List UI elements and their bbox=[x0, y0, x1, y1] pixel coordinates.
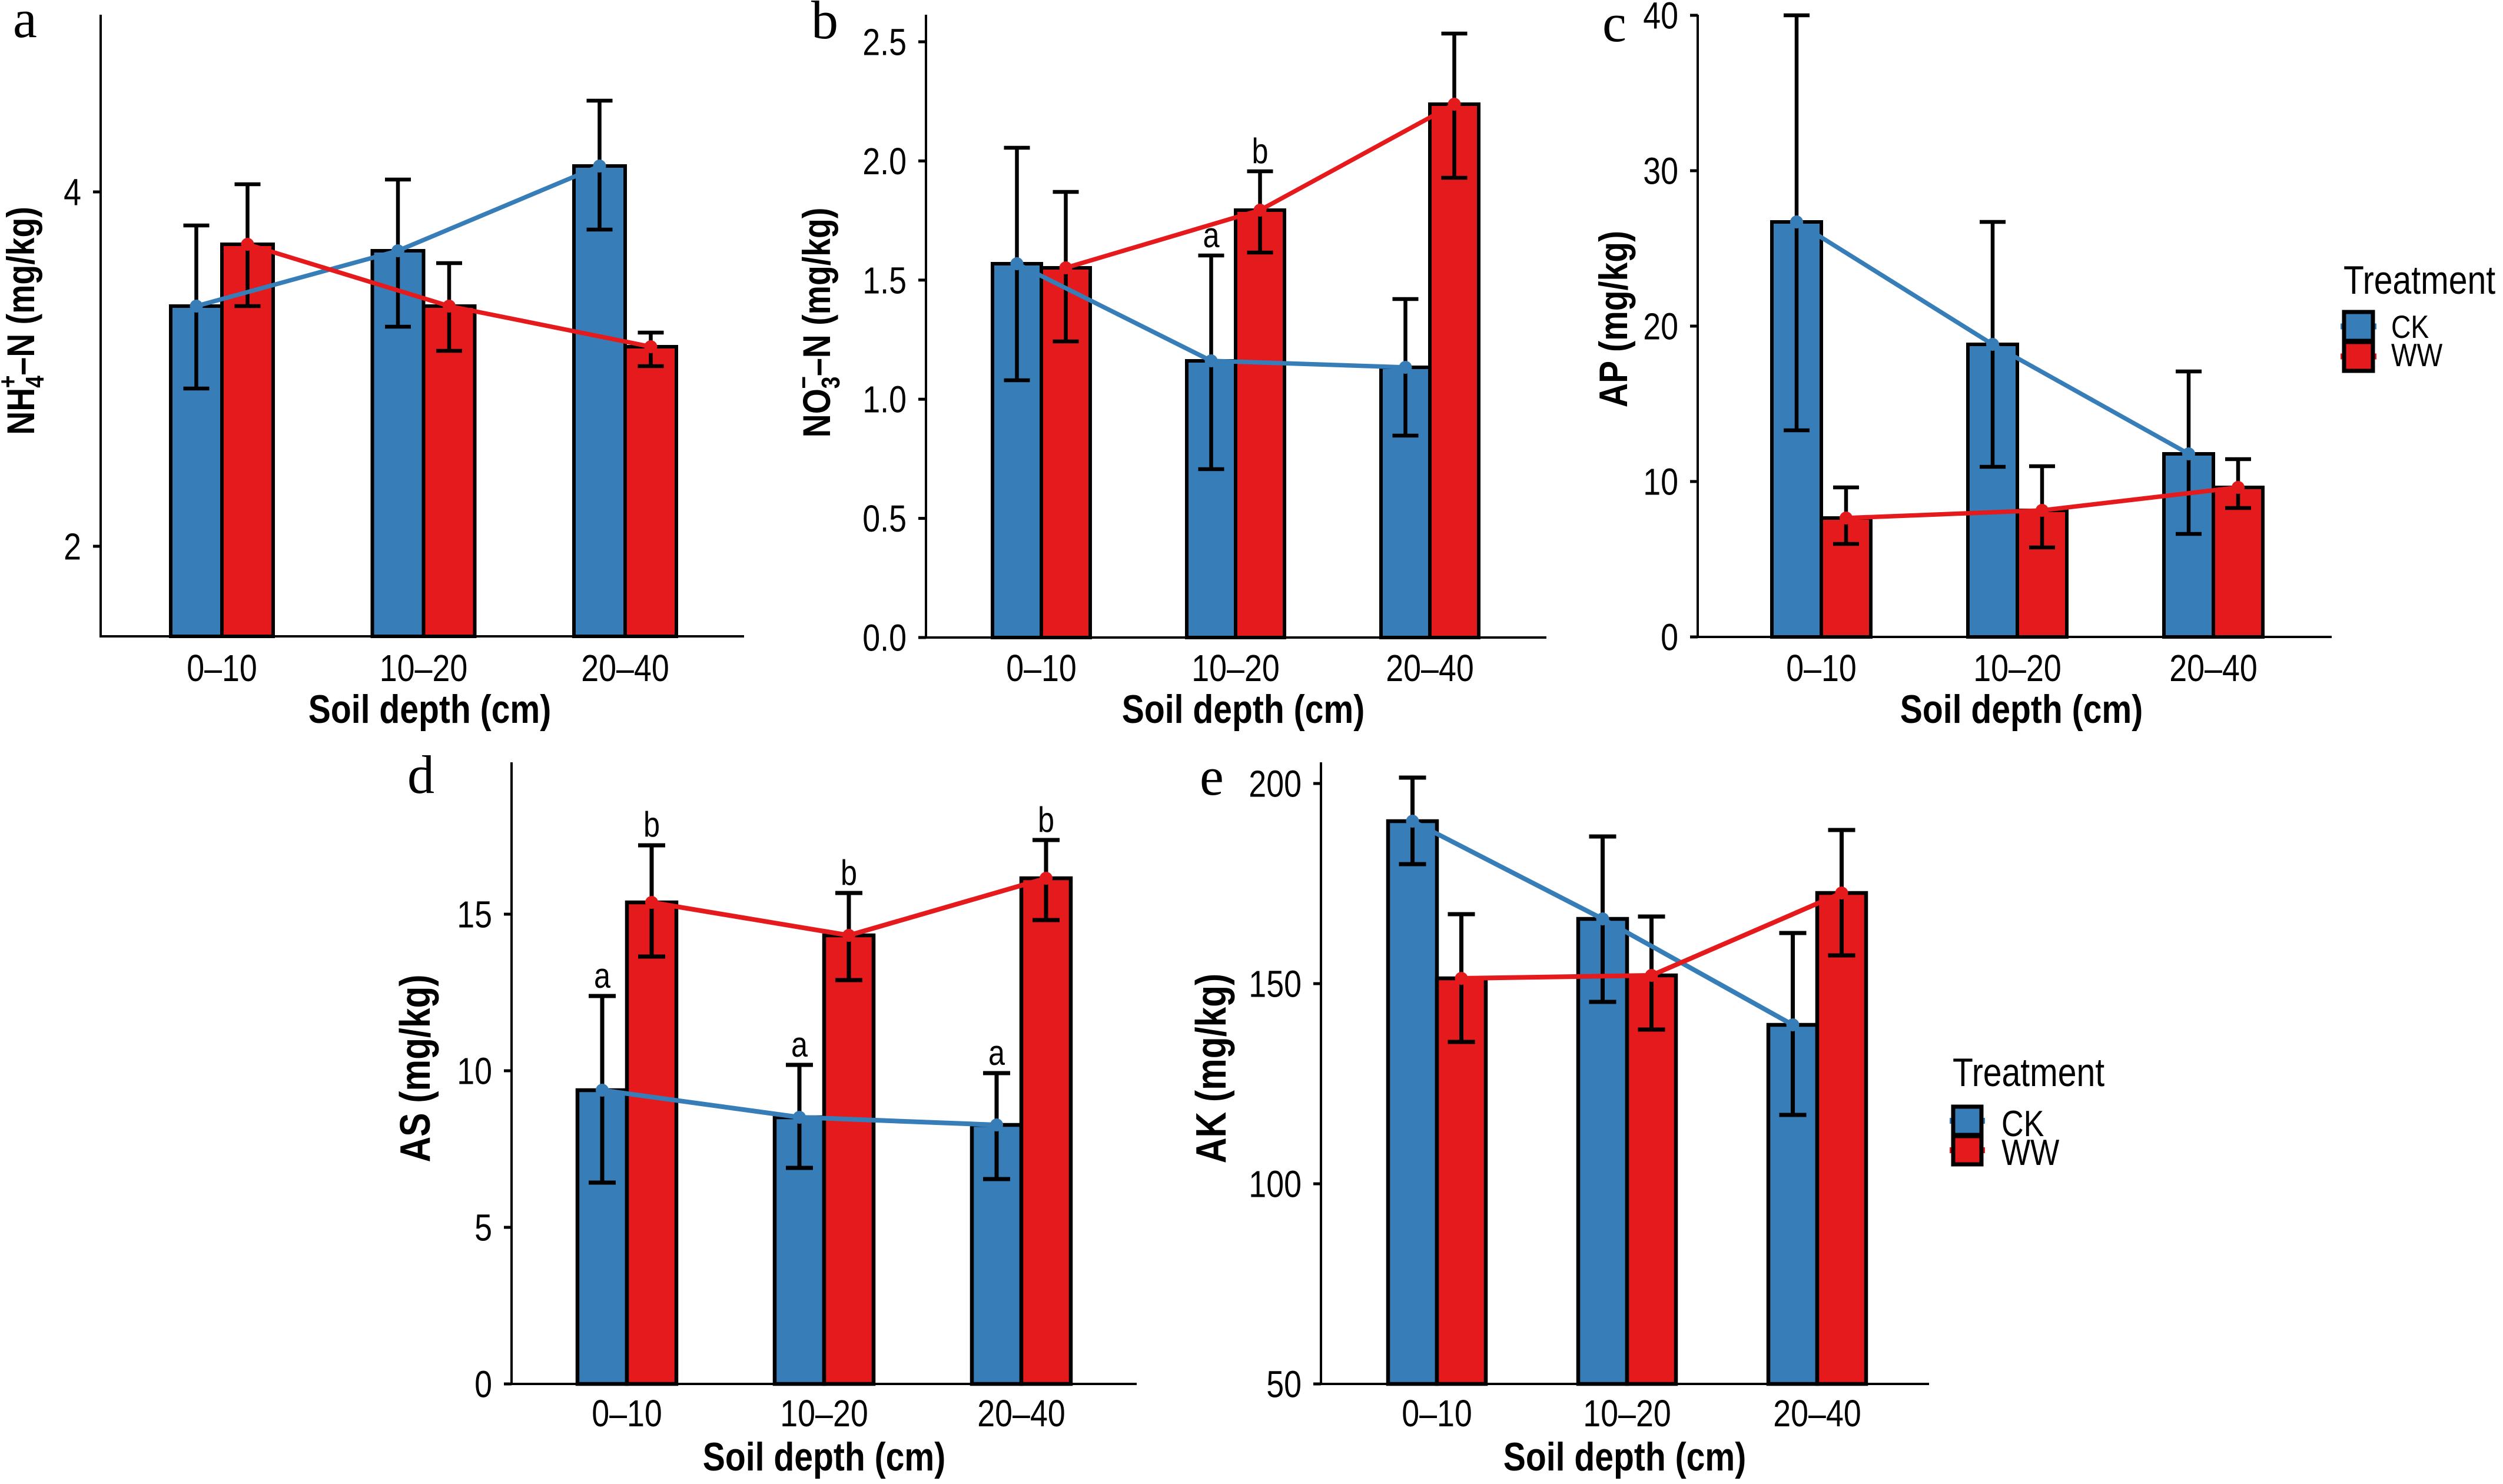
svg-text:Treatment: Treatment bbox=[1953, 1050, 2104, 1095]
svg-text:2.0: 2.0 bbox=[862, 140, 907, 182]
svg-text:2.5: 2.5 bbox=[862, 21, 907, 64]
svg-text:CK: CK bbox=[2391, 308, 2429, 345]
svg-text:5: 5 bbox=[474, 1206, 492, 1249]
svg-text:AP (mg/kg): AP (mg/kg) bbox=[1591, 231, 1636, 407]
svg-text:100: 100 bbox=[1249, 1163, 1302, 1206]
svg-text:CK: CK bbox=[2001, 1104, 2044, 1144]
svg-text:0.5: 0.5 bbox=[862, 497, 907, 540]
svg-text:10–20: 10–20 bbox=[1191, 647, 1279, 690]
svg-text:0: 0 bbox=[474, 1363, 492, 1406]
svg-text:0–10: 0–10 bbox=[1006, 647, 1077, 690]
svg-text:b: b bbox=[643, 805, 660, 844]
svg-text:a: a bbox=[988, 1033, 1005, 1073]
svg-text:10: 10 bbox=[1643, 460, 1678, 503]
svg-text:WW: WW bbox=[2001, 1133, 2059, 1173]
svg-text:0–10: 0–10 bbox=[592, 1392, 662, 1435]
svg-text:20: 20 bbox=[1643, 305, 1678, 348]
svg-text:a: a bbox=[791, 1025, 808, 1064]
svg-text:Soil depth (cm): Soil depth (cm) bbox=[1503, 1435, 1746, 1479]
svg-text:20–40: 20–40 bbox=[1773, 1392, 1861, 1435]
svg-text:0–10: 0–10 bbox=[1786, 647, 1857, 690]
svg-text:Soil depth (cm): Soil depth (cm) bbox=[1122, 687, 1365, 732]
svg-text:b: b bbox=[1038, 800, 1054, 839]
svg-text:a: a bbox=[1203, 215, 1219, 255]
svg-text:0–10: 0–10 bbox=[187, 647, 257, 690]
svg-text:a: a bbox=[13, 0, 37, 49]
svg-text:10–20: 10–20 bbox=[380, 647, 467, 690]
svg-text:b: b bbox=[841, 853, 857, 892]
svg-text:WW: WW bbox=[2391, 337, 2442, 373]
svg-text:1.5: 1.5 bbox=[862, 259, 907, 302]
svg-text:NH4+–N (mg/kg): NH4+–N (mg/kg) bbox=[0, 207, 49, 435]
svg-text:10–20: 10–20 bbox=[1583, 1392, 1671, 1435]
svg-text:30: 30 bbox=[1643, 150, 1678, 192]
svg-text:200: 200 bbox=[1249, 762, 1302, 805]
svg-text:0.0: 0.0 bbox=[862, 616, 907, 659]
svg-text:10: 10 bbox=[457, 1050, 492, 1093]
svg-text:40: 40 bbox=[1643, 0, 1678, 37]
svg-text:b: b bbox=[1252, 131, 1268, 171]
svg-text:150: 150 bbox=[1249, 962, 1302, 1005]
svg-text:Treatment: Treatment bbox=[2343, 258, 2495, 303]
svg-text:AK (mg/kg): AK (mg/kg) bbox=[1188, 974, 1235, 1163]
svg-text:0–10: 0–10 bbox=[1402, 1392, 1472, 1435]
svg-text:20–40: 20–40 bbox=[977, 1392, 1065, 1435]
svg-text:d: d bbox=[407, 745, 434, 805]
svg-text:20–40: 20–40 bbox=[1386, 647, 1473, 690]
svg-text:NO3−–N (mg/kg): NO3−–N (mg/kg) bbox=[789, 208, 845, 438]
svg-text:2: 2 bbox=[64, 525, 81, 568]
svg-text:20–40: 20–40 bbox=[2169, 647, 2257, 690]
svg-text:a: a bbox=[594, 956, 610, 995]
svg-text:e: e bbox=[1200, 746, 1224, 806]
svg-text:15: 15 bbox=[457, 893, 492, 936]
svg-text:0: 0 bbox=[1661, 616, 1678, 659]
svg-text:10–20: 10–20 bbox=[1973, 647, 2061, 690]
svg-text:b: b bbox=[811, 0, 838, 50]
svg-text:c: c bbox=[1602, 0, 1626, 53]
svg-text:Soil depth (cm): Soil depth (cm) bbox=[703, 1435, 945, 1479]
svg-text:10–20: 10–20 bbox=[780, 1392, 868, 1435]
svg-text:Soil depth (cm): Soil depth (cm) bbox=[1900, 687, 2143, 732]
svg-text:AS (mg/kg): AS (mg/kg) bbox=[392, 974, 439, 1162]
svg-text:50: 50 bbox=[1266, 1363, 1302, 1406]
svg-text:1.0: 1.0 bbox=[862, 378, 907, 421]
svg-text:20–40: 20–40 bbox=[581, 647, 669, 690]
svg-text:4: 4 bbox=[64, 171, 81, 214]
svg-text:Soil depth (cm): Soil depth (cm) bbox=[308, 687, 551, 732]
